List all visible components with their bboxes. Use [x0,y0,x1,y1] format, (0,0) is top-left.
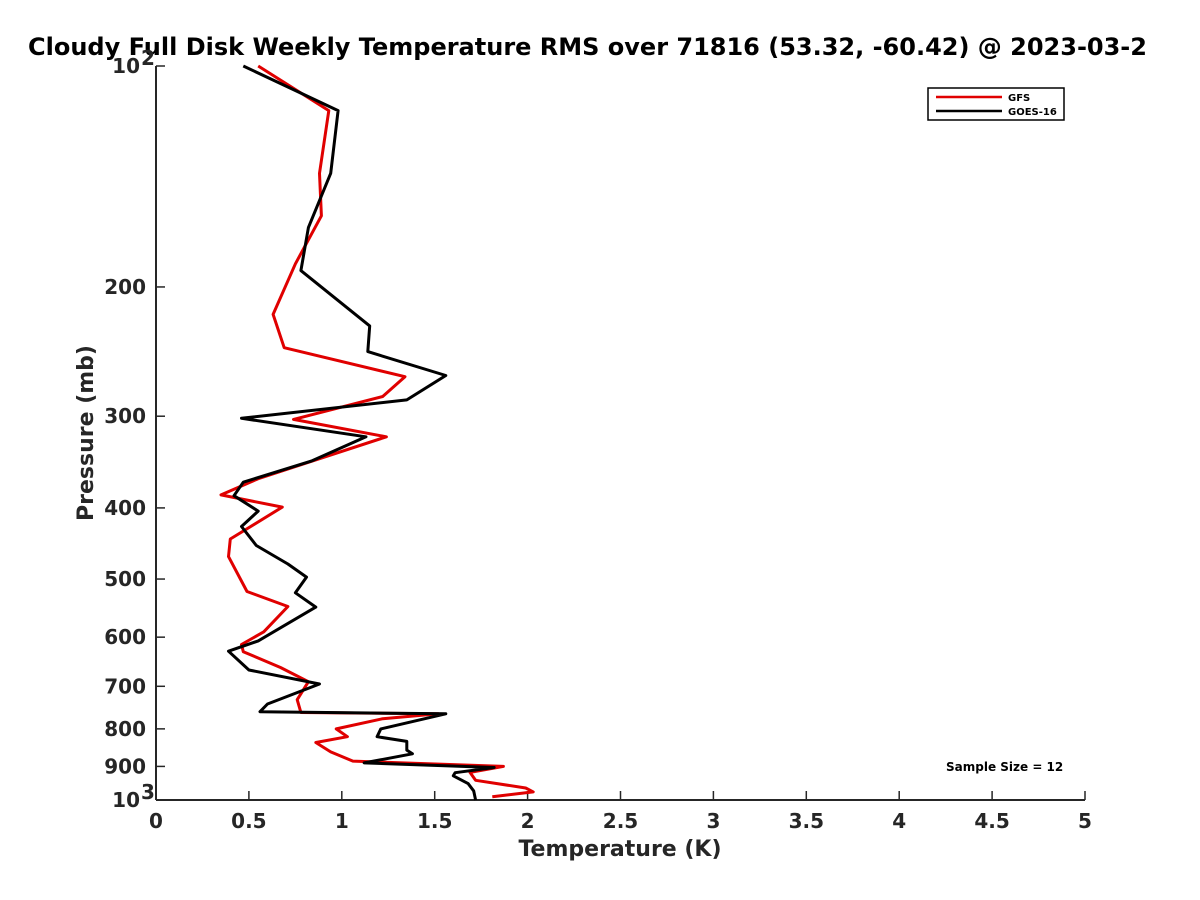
y-tick-label: 900 [104,754,146,778]
x-axis-label: Temperature (K) [518,837,721,862]
y-tick-label: 200 [104,275,146,299]
y-axis-label: Pressure (mb) [74,345,99,521]
x-tick-label: 2 [521,809,535,833]
y-tick-label: 600 [104,625,146,649]
y-tick-label: 10 [112,788,140,812]
legend-label-gfs: GFS [1008,93,1030,104]
x-tick-label: 4 [892,809,906,833]
x-tick-label: 5 [1078,809,1092,833]
y-tick-label: 500 [104,567,146,591]
series-group [219,64,535,801]
x-tick-label: 0 [149,809,163,833]
x-tick-label: 0.5 [231,809,266,833]
x-tick-label: 1 [335,809,349,833]
sample-size-annotation: Sample Size = 12 [946,760,1063,774]
x-tick-label: 1.5 [417,809,452,833]
y-tick-label: 700 [104,674,146,698]
y-tick-label: 800 [104,717,146,741]
y-tick-label: 10 [112,54,140,78]
y-tick-label: 300 [104,404,146,428]
y-tick-exponent: 2 [141,46,155,70]
x-tick-label: 3 [706,809,720,833]
legend-box [927,87,1065,121]
x-tick-group: 0 0.5 1 1.5 2 2.5 3 3.5 4 4.5 5 [149,791,1092,833]
x-tick-label: 2.5 [603,809,638,833]
x-tick-label: 4.5 [974,809,1009,833]
chart-title: Cloudy Full Disk Weekly Temperature RMS … [28,33,1147,61]
legend-label-goes16: GOES-16 [1008,107,1057,118]
y-tick-label: 400 [104,496,146,520]
y-tick-exponent: 3 [141,780,155,804]
x-tick-label: 3.5 [789,809,824,833]
series-line-gfs [219,64,535,799]
legend: GFS GOES-16 [927,87,1065,121]
series-line-goes16 [227,64,496,801]
